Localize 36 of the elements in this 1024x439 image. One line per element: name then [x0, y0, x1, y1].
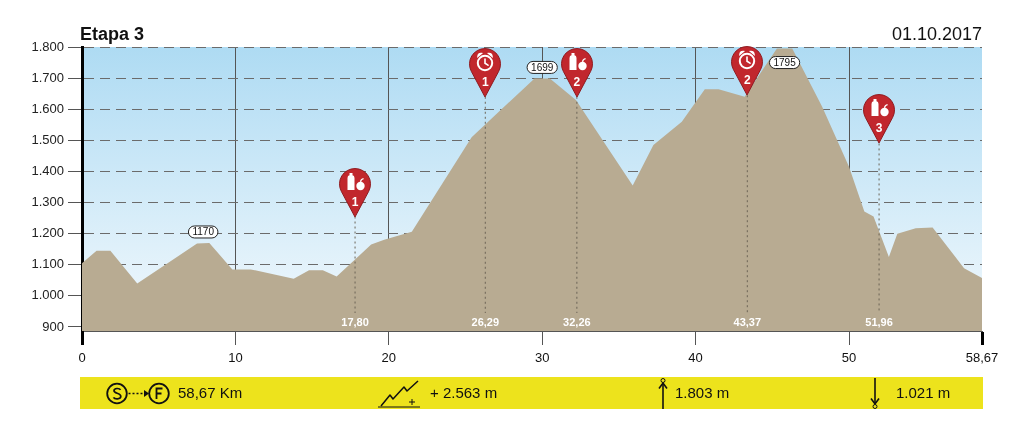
chart-subtitle: 01.10.2017: [891, 24, 982, 44]
x-tick-label: 10: [228, 350, 243, 366]
x-tick-label: 20: [381, 350, 397, 366]
y-tick-label: 1.300: [31, 194, 64, 210]
y-tick-label: 1.500: [31, 131, 64, 147]
ref-line-label: 26,29: [471, 316, 500, 329]
y-tick-label: 1.800: [31, 38, 64, 54]
text: 1.021 m: [896, 383, 951, 403]
annotation: 1: [350, 194, 360, 209]
y-tick-label: 1.600: [31, 100, 64, 116]
annotation: 2: [572, 74, 582, 89]
ref-line-label: 43,37: [733, 316, 762, 329]
annotation: 1795: [773, 56, 797, 68]
chart-title: Etapa 3: [80, 24, 145, 44]
annotation: 1170: [192, 226, 215, 238]
ref-line-label: 51,96: [865, 316, 893, 329]
text: 58,67 Km: [178, 383, 243, 403]
y-tick-label: 1.000: [31, 287, 64, 303]
text: + 2.563 m: [430, 383, 498, 403]
annotation: 1699: [531, 61, 554, 73]
annotation: 3: [874, 121, 884, 136]
y-tick-label: 1.700: [31, 69, 64, 85]
y-tick-label: 900: [42, 318, 64, 334]
y-tick-label: 1.200: [31, 225, 64, 241]
annotation: 2: [742, 73, 752, 88]
x-tick-label: 58,67: [965, 350, 999, 366]
annotation: 1: [480, 74, 490, 89]
text: 1.803 m: [675, 383, 730, 403]
x-tick-label: 0: [78, 350, 86, 366]
y-tick-label: 1.400: [31, 163, 64, 178]
x-tick-label: 30: [534, 350, 550, 366]
ref-line-label: 32,26: [563, 316, 591, 329]
ref-line-label: 17,80: [341, 316, 369, 329]
x-tick-label: 50: [841, 350, 857, 366]
y-tick-label: 1.100: [31, 256, 64, 272]
x-tick-label: 40: [688, 350, 703, 366]
